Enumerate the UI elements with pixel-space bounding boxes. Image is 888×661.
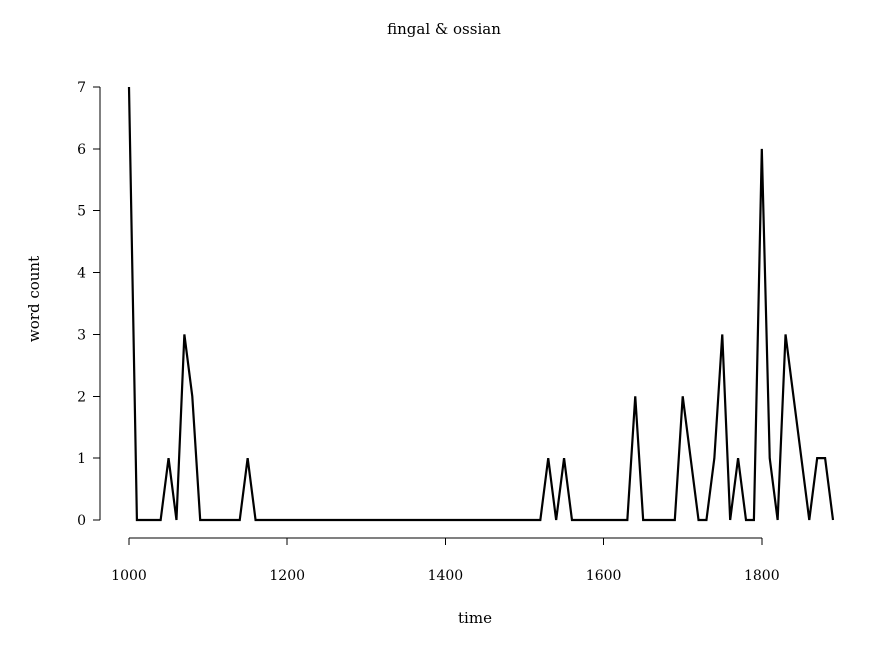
- y-tick-label: 2: [77, 389, 86, 405]
- x-tick-label: 1600: [586, 568, 622, 584]
- x-tick-label: 1400: [428, 568, 464, 584]
- x-tick-label: 1000: [111, 568, 147, 584]
- series-layer: [127, 86, 835, 522]
- x-axis-label: time: [458, 609, 492, 627]
- y-tick-label: 1: [77, 451, 86, 467]
- y-tick-label: 3: [77, 327, 86, 343]
- series-line: [127, 86, 835, 522]
- chart-title: fingal & ossian: [387, 20, 501, 38]
- y-axis-label: word count: [25, 256, 43, 342]
- axes: 0 1 2 3 4 5 6 7 1000 1200 1400 1600 1800: [77, 80, 780, 584]
- y-tick-label: 5: [77, 204, 86, 220]
- y-tick-label: 6: [77, 142, 86, 158]
- y-tick-label: 4: [77, 266, 86, 282]
- x-tick-label: 1200: [269, 568, 305, 584]
- y-tick-label: 0: [77, 513, 86, 529]
- x-tick-label: 1800: [744, 568, 780, 584]
- y-tick-label: 7: [77, 80, 86, 96]
